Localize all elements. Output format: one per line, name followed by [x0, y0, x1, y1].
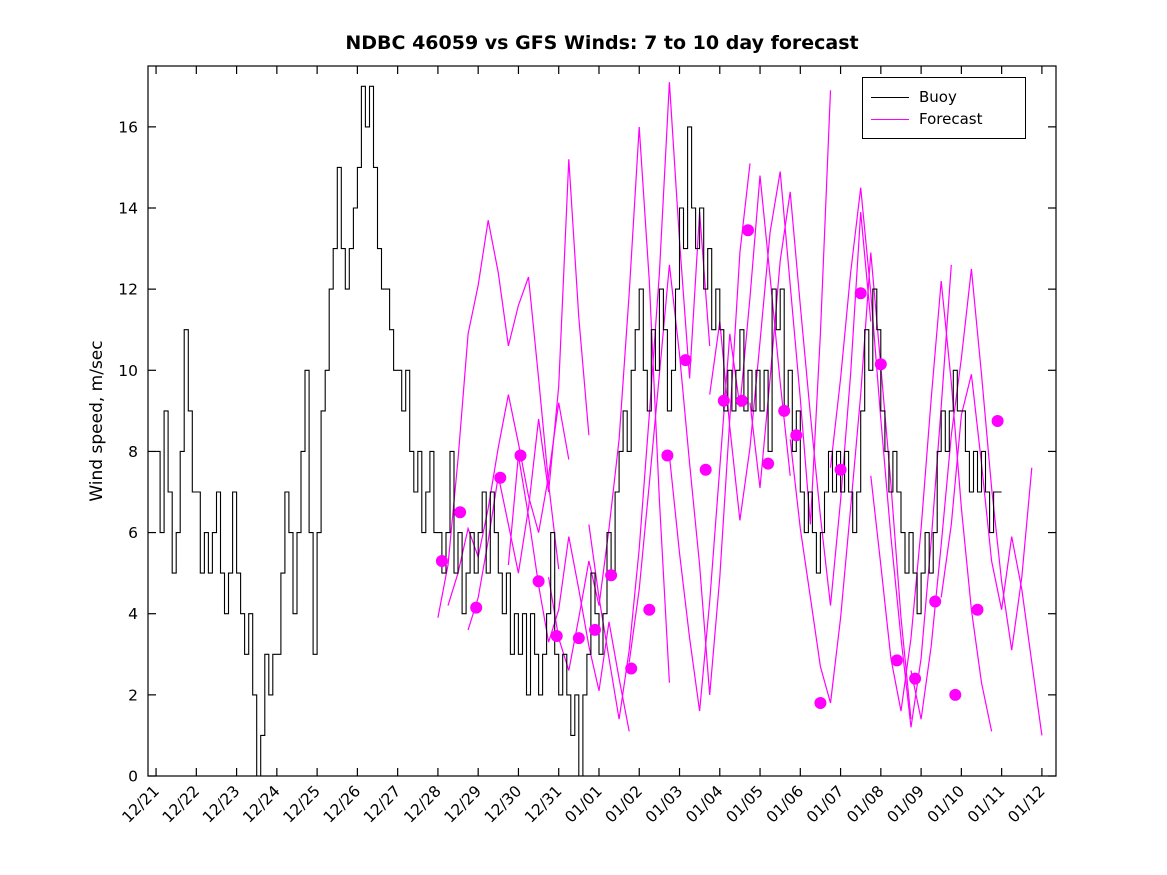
forecast-marker	[679, 354, 692, 367]
forecast-marker	[778, 404, 791, 417]
legend-label-forecast: Forecast	[919, 110, 983, 128]
forecast-series	[437, 82, 1043, 736]
x-tick-label: 12/25	[280, 782, 324, 826]
x-tick-label: 01/08	[843, 782, 887, 826]
forecast-line	[829, 187, 952, 728]
x-tick-label: 12/30	[481, 782, 525, 826]
x-tick-label: 01/06	[763, 782, 807, 826]
x-tick-label: 01/10	[924, 782, 968, 826]
x-tick-label: 01/07	[803, 782, 847, 826]
x-tick-label: 01/12	[1004, 782, 1048, 826]
forecast-marker	[874, 358, 887, 371]
legend-item-forecast: Forecast	[871, 108, 1015, 130]
forecast-marker	[929, 595, 942, 608]
x-tick-label: 01/02	[602, 782, 646, 826]
forecast-line	[437, 220, 560, 618]
x-tick-label: 12/22	[159, 782, 203, 826]
buoy-line	[156, 85, 1002, 776]
forecast-line	[628, 163, 751, 695]
legend-item-buoy: Buoy	[871, 86, 1015, 108]
y-tick-label: 10	[118, 362, 138, 380]
x-tick-label: 01/03	[642, 782, 686, 826]
forecast-marker	[890, 654, 903, 667]
forecast-marker	[435, 555, 448, 567]
x-tick-label: 01/05	[723, 782, 767, 826]
forecast-line	[507, 455, 630, 732]
forecast-marker	[854, 287, 867, 300]
forecast-line	[447, 394, 570, 606]
forecast-marker	[762, 457, 775, 470]
forecast-marker	[742, 224, 754, 237]
x-tick-label: 12/24	[239, 782, 283, 826]
y-tick-label: 16	[118, 118, 138, 136]
x-tick-label: 01/01	[561, 782, 605, 826]
forecast-marker	[572, 632, 585, 645]
x-tick-label: 01/11	[964, 782, 1008, 826]
x-tick-label: 12/26	[320, 782, 364, 826]
y-tick-label: 12	[118, 281, 138, 299]
forecast-marker	[514, 449, 527, 462]
forecast-line	[588, 82, 711, 720]
legend: Buoy Forecast	[862, 77, 1026, 139]
forecast-marker	[949, 688, 962, 701]
buoy-line-swatch	[871, 96, 909, 98]
buoy-series	[156, 85, 1002, 776]
forecast-marker	[550, 630, 563, 642]
forecast-line	[910, 268, 1033, 720]
x-tick-label: 12/28	[400, 782, 444, 826]
x-tick-label: 12/31	[521, 782, 565, 826]
forecast-marker	[717, 394, 730, 407]
x-tick-label: 01/04	[682, 782, 726, 826]
x-tick-label: 12/27	[360, 782, 404, 826]
forecast-markers	[435, 224, 1004, 709]
forecast-marker	[625, 662, 638, 675]
forecast-line	[789, 252, 912, 720]
forecast-marker	[735, 394, 748, 407]
y-tick-label: 14	[118, 200, 138, 218]
forecast-marker	[589, 623, 601, 636]
forecast-line	[467, 159, 590, 631]
forecast-line	[668, 175, 791, 712]
forecast-marker	[971, 603, 984, 616]
x-tick-label: 12/29	[441, 782, 485, 826]
y-tick-label: 2	[128, 686, 138, 704]
forecast-line	[548, 126, 670, 683]
forecast-marker	[814, 697, 827, 709]
x-tick-label: 01/09	[884, 782, 928, 826]
forecast-marker	[605, 569, 618, 582]
forecast-line	[940, 374, 1043, 736]
legend-label-buoy: Buoy	[919, 88, 957, 106]
chart-title: NDBC 46059 vs GFS Winds: 7 to 10 day for…	[345, 32, 859, 54]
forecast-marker	[454, 506, 467, 519]
forecast-marker	[699, 463, 712, 476]
y-tick-label: 6	[128, 524, 138, 542]
y-tick-label: 8	[128, 443, 138, 461]
axis-ticks	[148, 66, 1056, 777]
y-tick-label: 4	[128, 605, 138, 623]
x-tick-label: 12/23	[199, 782, 243, 826]
forecast-line-swatch	[871, 118, 909, 120]
forecast-marker	[470, 601, 483, 614]
forecast-marker	[494, 471, 507, 484]
forecast-marker	[991, 415, 1004, 427]
forecast-marker	[790, 429, 803, 442]
forecast-marker	[834, 463, 847, 476]
forecast-line	[709, 90, 832, 525]
forecast-marker	[909, 672, 922, 685]
forecast-line	[749, 191, 872, 606]
y-tick-label: 0	[128, 768, 138, 786]
x-tick-labels: 12/2112/2212/2312/2412/2512/2612/2712/28…	[119, 782, 1049, 826]
forecast-marker	[532, 575, 545, 588]
forecast-marker	[661, 449, 674, 462]
forecast-line	[870, 280, 993, 732]
y-tick-labels: 0 2 4 6 8 10 12 14 16	[118, 118, 138, 785]
forecast-marker	[643, 603, 656, 616]
x-tick-label: 12/21	[119, 782, 163, 826]
